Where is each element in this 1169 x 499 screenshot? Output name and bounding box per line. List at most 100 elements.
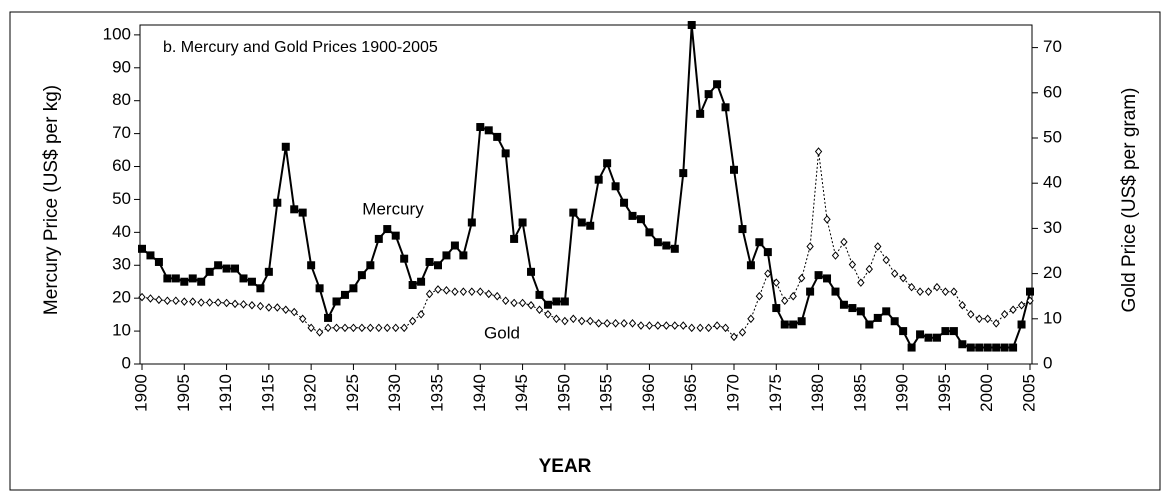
mercury-marker [620,198,629,207]
gold-marker [425,289,434,299]
x-tick-label: 1995 [935,374,954,412]
x-axis-title: YEAR [539,456,592,477]
mercury-marker [163,274,172,283]
x-tick-label: 1990 [893,374,912,412]
gold-marker [248,300,256,310]
gold-marker [578,316,586,326]
gold-marker [679,321,687,330]
gold-marker [967,310,975,319]
gold-marker [620,319,628,328]
gold-marker [781,296,789,305]
mercury-marker [1017,320,1026,329]
gold-marker [282,305,290,315]
y-tick-label: 90 [112,57,131,76]
mercury-marker [366,261,375,270]
gold-marker [611,319,620,328]
mercury-marker [966,343,975,352]
gold-marker [984,314,992,324]
gold-marker [197,298,205,307]
plot-frame [139,24,1033,365]
gold-marker [755,291,764,301]
gold-marker [231,299,239,309]
mercury-marker [171,274,180,283]
mercury-marker [890,317,899,326]
mercury-marker [975,343,984,352]
x-tick-label: 1955 [597,374,616,412]
mercury-marker [450,241,459,250]
mercury-marker [510,234,519,243]
gold-marker [315,328,324,337]
mercury-marker [941,327,950,336]
x-tick-label: 1970 [723,374,742,412]
gold-marker [738,328,747,337]
mercury-marker [687,21,696,29]
mercury-marker [434,261,442,270]
y2-tick-label: 20 [1043,263,1062,282]
mercury-marker [848,304,857,313]
mercury-marker [577,218,586,227]
mercury-marker [222,264,231,273]
gold-marker [848,260,857,269]
mercury-marker [916,330,925,339]
y2-tick-label: 40 [1043,173,1062,192]
x-tick-label: 1905 [174,374,193,412]
gold-marker [916,287,924,296]
mercury-marker [239,274,248,283]
mercury-marker [1000,343,1009,352]
gold-marker [865,264,873,274]
gold-marker [933,282,941,292]
gold-marker [975,314,983,324]
mercury-marker [560,297,569,306]
gold-marker [730,332,738,342]
gold-marker [552,314,561,324]
gold-marker [408,316,417,326]
gold-marker [688,323,696,333]
y-tick-label: 80 [112,90,131,109]
mercury-marker [552,297,561,306]
mercury-marker [992,343,1001,352]
gold-marker [696,323,704,333]
gold-marker [1000,310,1009,319]
mercury-marker [839,300,848,309]
mercury-marker [197,277,206,286]
y2-tick-label: 50 [1043,127,1062,146]
mercury-marker [357,271,366,280]
mercury-marker [188,274,197,283]
y2-tick-label: 0 [1043,353,1052,372]
mercury-marker [214,261,223,270]
mercury-marker [831,287,840,296]
gold-marker [468,287,476,296]
gold-marker [256,301,265,311]
gold-marker [747,314,755,324]
mercury-marker [679,169,688,178]
mercury-marker [332,297,341,306]
mercury-marker [611,182,620,191]
mercury-marker [746,261,755,270]
mercury-marker [780,320,789,329]
mercury-marker [324,313,333,322]
mercury-marker [256,284,265,293]
gold-marker [603,319,611,328]
gold-marker [205,298,214,307]
mercury-marker [138,244,146,253]
mercury-marker [983,343,992,352]
gold-marker [1009,305,1017,315]
gold-marker [857,278,865,287]
y2-tick-label: 10 [1043,308,1062,327]
x-tick-label: 1925 [343,374,362,412]
mercury-marker [374,234,383,243]
gold-marker [146,294,155,303]
mercury-marker [205,267,214,276]
chart-title: b. Mercury and Gold Prices 1900-2005 [163,39,438,56]
mercury-marker [146,251,155,260]
mercury-marker [932,333,941,342]
mercury-marker [493,132,502,141]
y-tick-label: 70 [112,123,131,142]
mercury-marker [467,218,476,227]
gold-marker [375,323,383,333]
x-tick-label: 2000 [977,374,996,412]
mercury-marker [789,320,798,329]
y-tick-label: 40 [112,222,131,241]
gold-marker [569,314,577,324]
mercury-marker [543,300,552,309]
